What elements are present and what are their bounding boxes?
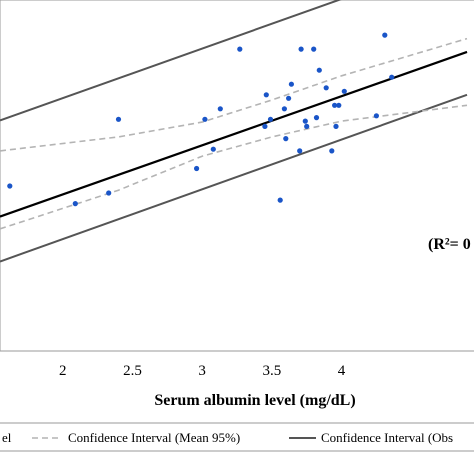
data-point [336, 102, 342, 108]
data-point [332, 102, 338, 108]
data-point [288, 81, 294, 87]
data-point [389, 74, 395, 80]
x-tick-label: 2.5 [123, 363, 142, 379]
data-point [7, 183, 13, 189]
data-point [313, 115, 320, 121]
data-point [373, 113, 379, 119]
data-point [115, 116, 122, 122]
data-point [217, 106, 223, 112]
series-layer [0, 0, 468, 263]
legend: el Confidence Interval (Mean 95%) Confiden… [2, 430, 453, 445]
data-point [72, 201, 78, 207]
x-tick-label: 4 [338, 363, 346, 379]
legend-box [0, 422, 474, 452]
legend-label: el [2, 430, 12, 445]
legend-label: Confidence Interval (Mean 95%) [68, 430, 240, 445]
legend-label: Confidence Interval (Obs [321, 430, 453, 445]
data-point [329, 148, 335, 154]
data-point [323, 85, 329, 91]
data-point [202, 116, 208, 122]
x-axis-ticks: 2 2.5 3 3.5 4 [59, 363, 346, 379]
plot-frame [0, 0, 474, 352]
ci-mean-lower-line [0, 104, 468, 230]
regression-line [0, 50, 468, 218]
data-point [210, 146, 216, 152]
data-point [304, 123, 310, 129]
data-point [106, 190, 112, 196]
data-point [297, 148, 303, 154]
x-tick-label: 2 [59, 363, 67, 379]
x-tick-label: 3 [198, 363, 206, 379]
data-point [341, 88, 347, 94]
ci-mean-upper-line [0, 37, 468, 152]
data-point [194, 165, 200, 172]
data-point [283, 136, 289, 142]
ci-obs-upper-line [0, 0, 342, 122]
data-point [263, 92, 269, 98]
data-point [277, 197, 283, 203]
x-axis-title: Serum albumin level (mg/dL) [154, 392, 355, 409]
data-point [262, 123, 268, 129]
data-point [316, 67, 322, 73]
data-point [302, 118, 308, 124]
ci-obs-lower-line [0, 93, 468, 263]
data-point [267, 116, 274, 122]
data-point [311, 46, 317, 52]
data-point [237, 46, 243, 52]
data-point [286, 95, 292, 101]
data-point [281, 106, 287, 112]
data-point [382, 32, 388, 38]
x-tick-label: 3.5 [262, 363, 281, 379]
data-point [298, 46, 304, 52]
r-squared-annotation: (R²= 0 [428, 236, 471, 253]
data-point [333, 123, 339, 129]
